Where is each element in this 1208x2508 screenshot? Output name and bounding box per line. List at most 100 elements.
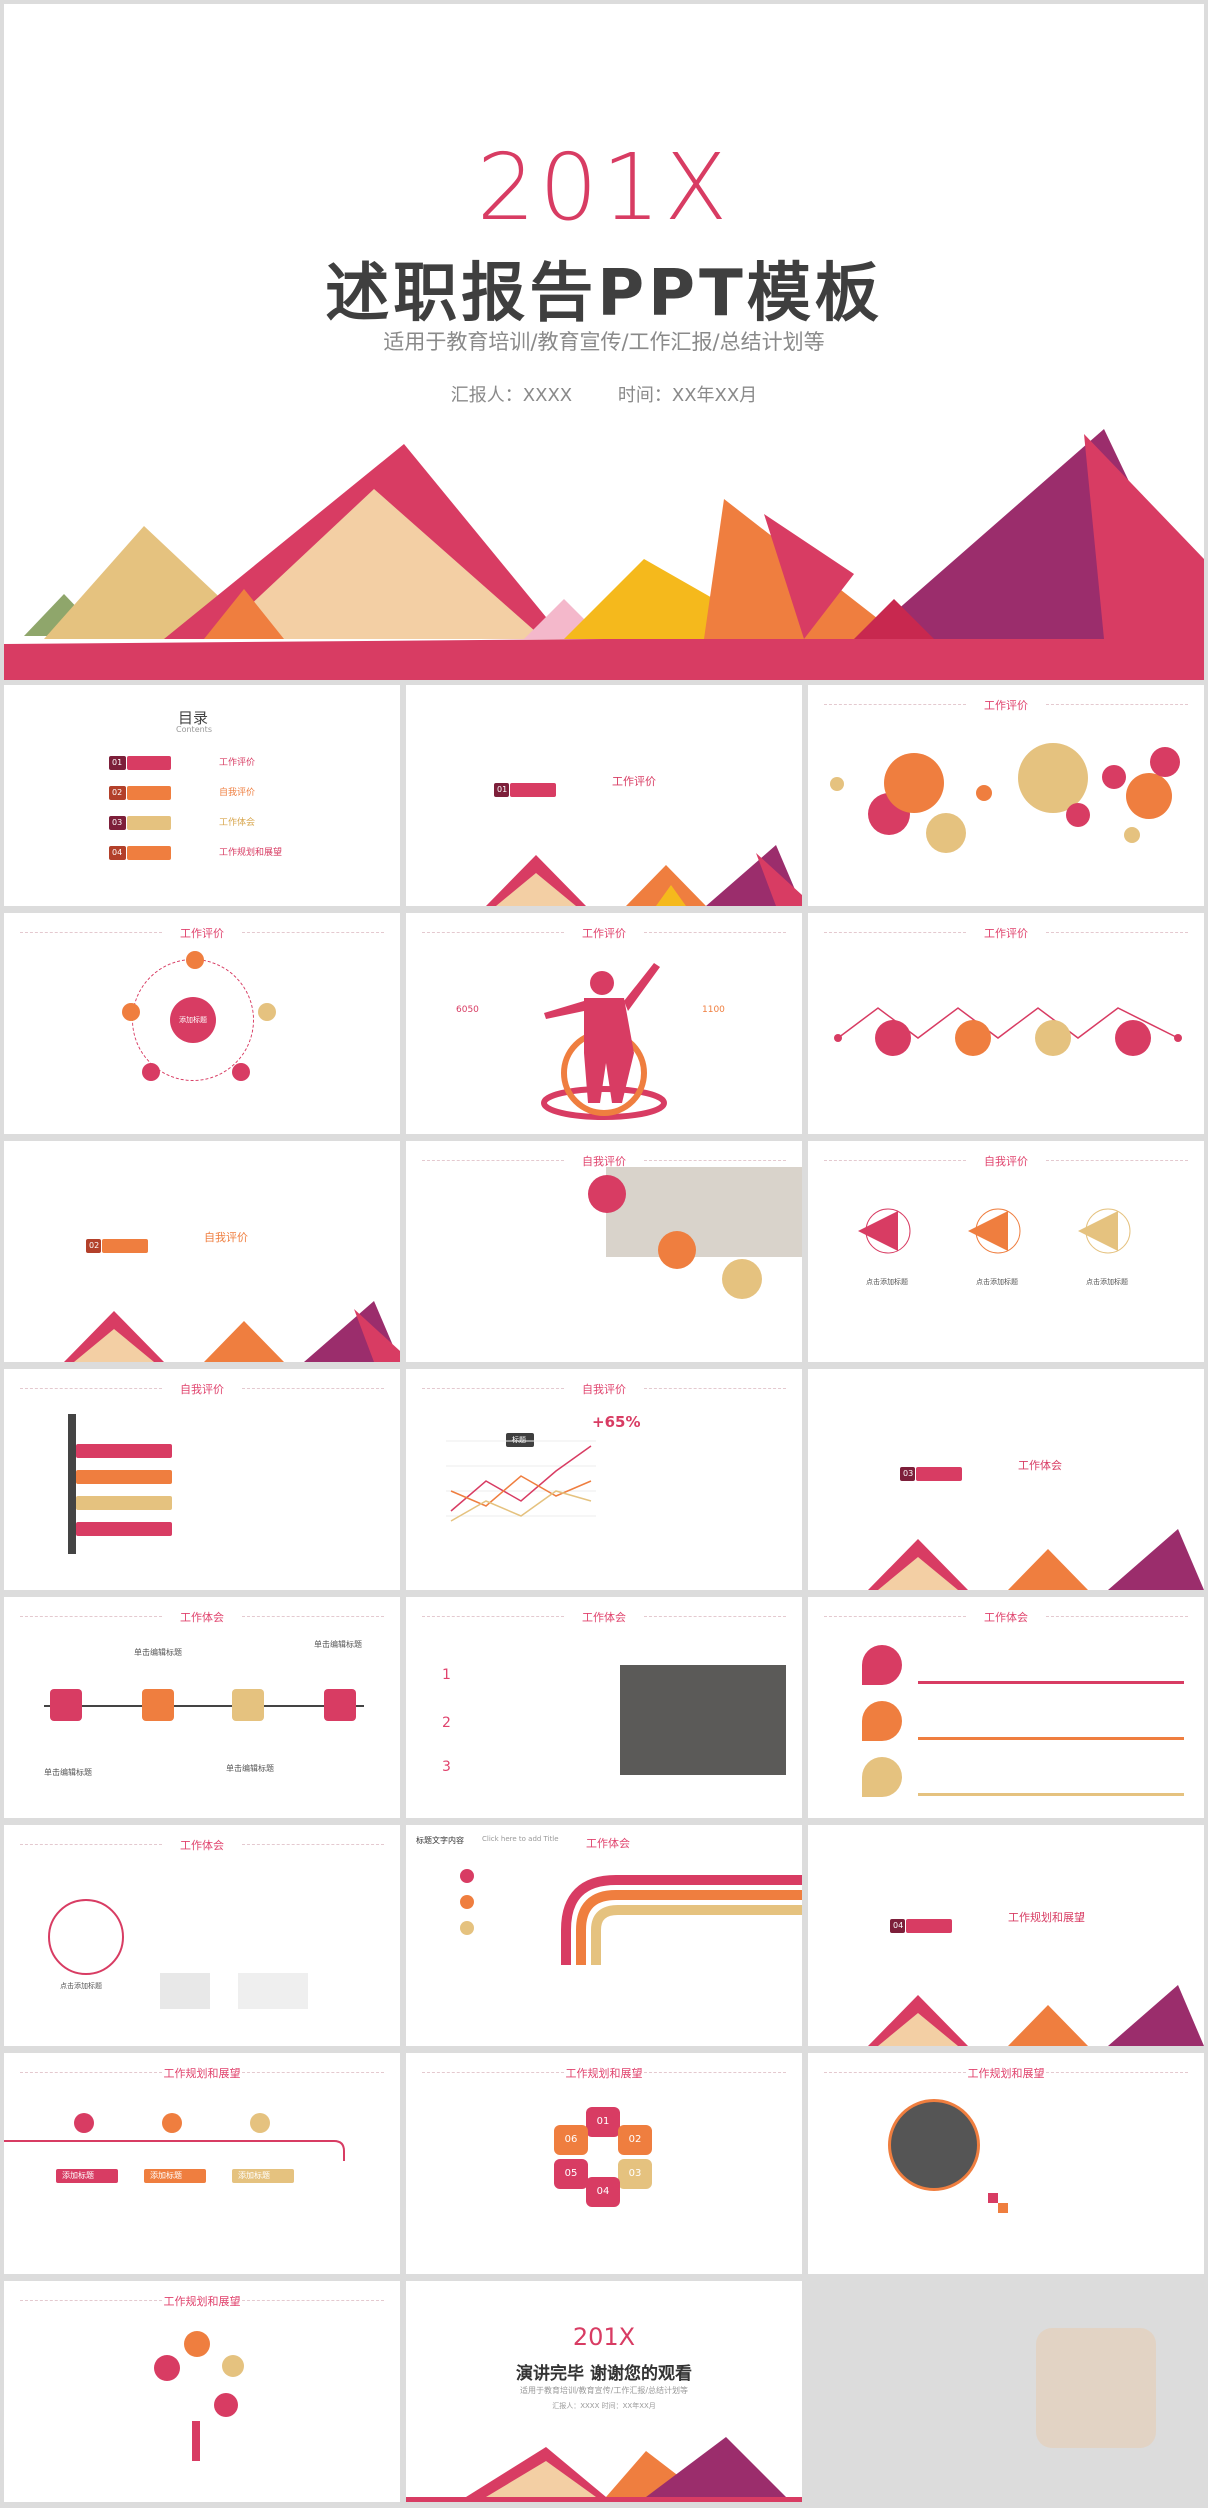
hex-node: 03 bbox=[618, 2159, 652, 2189]
bubble bbox=[884, 753, 944, 813]
step-number: 3 bbox=[442, 1759, 451, 1775]
cover-slide[interactable]: 201X 述职报告PPT模板 适用于教育培训/教育宣传/工作汇报/总结计划等 汇… bbox=[4, 4, 1204, 680]
section-02-slide[interactable]: 02 自我评价 bbox=[4, 1141, 400, 1362]
bubble bbox=[1126, 773, 1172, 819]
cover-time: 时间：XX年XX月 bbox=[617, 385, 758, 406]
bubble-slide[interactable]: 工作评价 bbox=[808, 685, 1204, 906]
triangle-icons-slide[interactable]: 自我评价 点击添加标题 点击添加标题 点击添加标题 bbox=[808, 1141, 1204, 1362]
balloon bbox=[184, 2331, 210, 2357]
hex-node: 04 bbox=[586, 2177, 620, 2207]
cycle-slide[interactable]: 工作评价 添加标题 bbox=[4, 913, 400, 1134]
bubble bbox=[830, 777, 844, 791]
slide-title: 工作体会 bbox=[586, 1837, 630, 1850]
ending-slide[interactable]: 201X 演讲完毕 谢谢您的观看 适用于教育培训/教育宣传/工作汇报/总结计划等… bbox=[406, 2281, 802, 2502]
section-mountains bbox=[64, 1301, 400, 1362]
eye-icon bbox=[916, 1467, 962, 1481]
camera-slide[interactable]: 工作规划和展望 bbox=[808, 2053, 1204, 2274]
triangle-icons bbox=[858, 1208, 1131, 1254]
self-eval-photo-slide[interactable]: 自我评价 bbox=[406, 1141, 802, 1362]
slide-title: 工作体会 bbox=[4, 1609, 400, 1625]
toc-label: 自我评价 bbox=[219, 788, 256, 798]
pen-photo bbox=[606, 1167, 802, 1257]
toc-num: 01 bbox=[109, 756, 126, 770]
balloon bbox=[154, 2355, 180, 2381]
chart-badge: 标题 bbox=[506, 1433, 534, 1447]
leaf-badge bbox=[862, 1757, 902, 1797]
cover-subtitle: 适用于教育培训/教育宣传/工作汇报/总结计划等 bbox=[383, 330, 825, 354]
timeline bbox=[4, 2113, 345, 2161]
slide-title: 自我评价 bbox=[406, 1381, 802, 1397]
slide-title: 自我评价 bbox=[406, 1153, 802, 1169]
section-04-slide[interactable]: 04 工作规划和展望 bbox=[808, 1825, 1204, 2046]
icons-timeline-slide[interactable]: 工作体会 单击编辑标题 单击编辑标题 单击编辑标题 单击编辑标题 bbox=[4, 1597, 400, 1818]
ending-mountains bbox=[406, 2437, 802, 2502]
toc-item[interactable]: 01 工作评价 bbox=[109, 753, 349, 775]
eye-icon bbox=[127, 756, 171, 770]
toc-title: 目录 bbox=[178, 709, 209, 727]
ending-year: 201X bbox=[572, 2323, 636, 2351]
bullet-icon bbox=[460, 1921, 474, 1935]
line-chart-slide[interactable]: 自我评价 +65% 标题 bbox=[406, 1369, 802, 1590]
hexagon-slide[interactable]: 工作规划和展望 01 02 03 04 05 06 bbox=[406, 2053, 802, 2274]
slide-title: 工作体会 bbox=[4, 1837, 400, 1853]
person-icon bbox=[192, 2421, 200, 2461]
step-number: 1 bbox=[442, 1667, 451, 1683]
bubble bbox=[1102, 765, 1126, 789]
item-title: 单击编辑标题 bbox=[44, 1768, 92, 1777]
section-num: 03 bbox=[900, 1467, 915, 1481]
shuffle-icon bbox=[127, 786, 171, 800]
hand-icon bbox=[50, 1689, 82, 1721]
camera-photo bbox=[888, 2099, 980, 2191]
toc-item[interactable]: 04 工作规划和展望 bbox=[109, 843, 349, 865]
pencil-slide[interactable]: 自我评价 bbox=[4, 1369, 400, 1590]
ending-meta: 汇报人：XXXX 时间：XX年XX月 bbox=[552, 2402, 656, 2410]
section-03-slide[interactable]: 03 工作体会 bbox=[808, 1369, 1204, 1590]
timeline-line bbox=[44, 1705, 364, 1707]
plan-tag: 添加标题 bbox=[232, 2169, 294, 2183]
toc-num: 03 bbox=[109, 816, 126, 830]
toc-item[interactable]: 03 工作体会 bbox=[109, 813, 349, 835]
cycle-node bbox=[186, 951, 204, 969]
square-mark bbox=[988, 2193, 998, 2203]
pencil-tab bbox=[76, 1444, 172, 1458]
hex-node: 05 bbox=[554, 2159, 588, 2189]
person-illustration bbox=[541, 963, 667, 1120]
cover-year: 201X bbox=[476, 134, 732, 241]
cycle-node bbox=[122, 1003, 140, 1021]
cover-meta: 汇报人：XXXX 时间：XX年XX月 bbox=[4, 381, 1204, 407]
pencil-tab bbox=[76, 1470, 172, 1484]
plan-timeline-slide[interactable]: 工作规划和展望 添加标题 添加标题 添加标题 bbox=[4, 2053, 400, 2274]
stat-right: 1100 bbox=[702, 1005, 725, 1015]
home-icon bbox=[232, 1689, 264, 1721]
slide-title: 工作规划和展望 bbox=[808, 2065, 1204, 2081]
balloon-slide[interactable]: 工作规划和展望 bbox=[4, 2281, 400, 2502]
bars-slide[interactable]: 工作体会 bbox=[808, 1597, 1204, 1818]
pipe-slide[interactable]: 标题文字内容 Click here to add Title 工作体会 bbox=[406, 1825, 802, 2046]
section-01-slide[interactable]: 01 工作评价 bbox=[406, 685, 802, 906]
section-mountains bbox=[868, 1985, 1204, 2046]
bullet-icon bbox=[460, 1869, 474, 1883]
growth-label: +65% bbox=[592, 1413, 641, 1431]
bubble bbox=[926, 813, 966, 853]
umbrella-icon bbox=[127, 816, 171, 830]
toc-label: 工作体会 bbox=[219, 818, 256, 828]
stats-slide[interactable]: 工作评价 6050 1100 bbox=[406, 913, 802, 1134]
toc-slide[interactable]: 目录 Contents 01 工作评价 02 自我评价 03 工作体会 04 工… bbox=[4, 685, 400, 906]
photo-list-slide[interactable]: 工作体会 1 2 3 bbox=[406, 1597, 802, 1818]
item-title: 点击添加标题 bbox=[60, 1982, 102, 1990]
wave-slide[interactable]: 工作评价 bbox=[808, 913, 1204, 1134]
cycle-node bbox=[142, 1063, 160, 1081]
slide-title: 工作评价 bbox=[808, 697, 1204, 713]
toc-item[interactable]: 02 自我评价 bbox=[109, 783, 349, 805]
slide-title: 工作评价 bbox=[406, 925, 802, 941]
slide-title: 工作规划和展望 bbox=[4, 2293, 400, 2309]
slide-heading-en: Click here to add Title bbox=[482, 1835, 559, 1843]
clock-slide[interactable]: 工作体会 点击添加标题 bbox=[4, 1825, 400, 2046]
cycle-node bbox=[258, 1003, 276, 1021]
line-chart bbox=[446, 1440, 596, 1522]
item-title: 单击编辑标题 bbox=[314, 1640, 362, 1649]
square-mark bbox=[998, 2203, 1008, 2213]
watermark-logo bbox=[1036, 2328, 1156, 2448]
slide-title: 工作评价 bbox=[808, 925, 1204, 941]
toc-num: 04 bbox=[109, 846, 126, 860]
